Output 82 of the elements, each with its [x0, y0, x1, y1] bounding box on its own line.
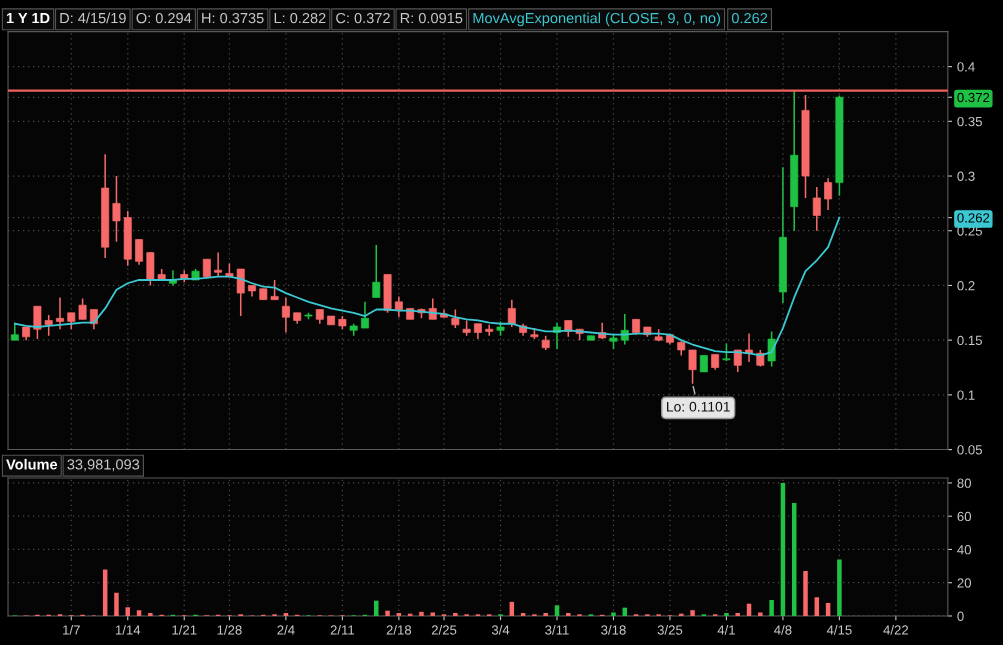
- x-tick-label: 4/1: [717, 625, 735, 635]
- y-tick-label: 0.15: [957, 335, 982, 346]
- candlestick: [33, 305, 42, 340]
- x-tick-label: 3/11: [545, 625, 569, 635]
- x-tick-label: 1/28: [217, 625, 242, 635]
- candlestick: [135, 238, 144, 266]
- candlestick: [44, 314, 53, 337]
- x-tick-label: 2/4: [277, 625, 295, 635]
- bar: [374, 600, 379, 616]
- x-tick-label: 4/8: [774, 625, 792, 635]
- candlestick: [812, 186, 821, 232]
- text: D: 4/15/19: [60, 12, 126, 24]
- x-tick-label: 4/15: [826, 625, 852, 635]
- bar: [114, 592, 119, 616]
- y-tick-label: 0: [957, 611, 964, 621]
- annotation: Lo: 0.1101: [667, 401, 730, 412]
- candlestick: [56, 296, 64, 330]
- y-tick-label: 0.3: [957, 171, 975, 181]
- bar: [543, 612, 548, 616]
- bar: [430, 612, 436, 616]
- bar: [724, 612, 729, 616]
- bar: [566, 612, 571, 616]
- bar: [678, 613, 684, 616]
- y-tick-label: 0.2: [957, 281, 975, 291]
- bar: [735, 612, 740, 616]
- y-tick-label: 20: [957, 578, 972, 588]
- y-tick-label: 60: [957, 511, 972, 522]
- bar: [453, 612, 458, 616]
- y-tick-label: 0.35: [957, 116, 982, 127]
- y-tick-label: 40: [957, 545, 972, 555]
- text: H: 0.3735: [202, 12, 264, 24]
- y-tick-label: 0.262: [957, 213, 990, 223]
- x-tick-label: 3/4: [491, 625, 510, 635]
- candlestick: [214, 251, 223, 278]
- text: R: 0.0915: [400, 12, 463, 24]
- x-tick-label: 1/7: [63, 625, 80, 635]
- candlestick: [270, 279, 279, 301]
- bar: [125, 607, 131, 616]
- candlestick: [485, 324, 494, 337]
- x-tick-label: 3/18: [601, 625, 626, 635]
- y-tick-label: 0.1: [957, 390, 975, 400]
- text: L: 0.282: [274, 12, 326, 24]
- candlestick: [507, 298, 516, 328]
- bar: [611, 612, 616, 616]
- bar: [837, 559, 842, 616]
- x-tick-label: 1/21: [172, 625, 197, 635]
- candlestick: [372, 244, 381, 299]
- x-tick-label: 2/18: [386, 625, 412, 635]
- text: 33,981,093: [67, 459, 140, 472]
- x-tick-label: 2/25: [431, 625, 457, 635]
- x-tick-label: 3/25: [657, 625, 683, 635]
- bar: [385, 610, 390, 616]
- bar: [690, 610, 695, 616]
- bar: [419, 611, 424, 616]
- text: 0.262: [731, 12, 768, 24]
- candlestick: [824, 177, 833, 211]
- bar: [136, 610, 142, 616]
- bar: [803, 571, 808, 616]
- candlestick: [78, 297, 87, 321]
- y-tick-label: 0.4: [957, 62, 975, 72]
- x-tick-label: 2/11: [330, 625, 355, 635]
- candlestick: [688, 349, 697, 385]
- y-tick-label: 0.05: [957, 445, 982, 455]
- bar: [758, 612, 763, 616]
- chart-title: 1 Y 1D: [6, 13, 50, 24]
- candlestick: [451, 308, 460, 329]
- text: C: 0.372: [336, 12, 390, 24]
- candlestick: [394, 295, 403, 318]
- candlestick: [112, 175, 121, 243]
- y-tick-label: 80: [957, 478, 972, 488]
- y-tick-label: 0.372: [957, 92, 990, 103]
- x-tick-label: 1/14: [115, 625, 141, 635]
- chart-title: Volume: [6, 458, 58, 470]
- bar: [102, 569, 108, 616]
- x-tick-label: 4/22: [883, 625, 909, 635]
- bar: [769, 600, 774, 616]
- text: O: 0.294: [136, 12, 192, 24]
- candlestick: [361, 301, 369, 329]
- bar: [148, 612, 153, 616]
- bar: [554, 605, 560, 616]
- candlestick: [281, 296, 290, 334]
- text: MovAvgExponential (CLOSE, 9, 0, no): [473, 12, 721, 27]
